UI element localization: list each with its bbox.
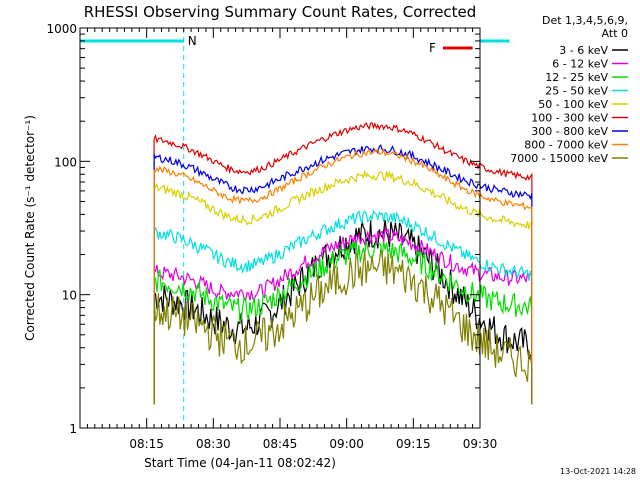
night-bar-label: N	[188, 34, 197, 48]
x-tick-label: 09:15	[396, 437, 431, 451]
legend-label: 3 - 6 keV	[559, 44, 608, 57]
x-tick-label: 08:45	[263, 437, 298, 451]
legend-label: 25 - 50 keV	[545, 85, 608, 98]
x-axis: 08:15 08:30 08:45 09:00 09:15 09:30	[86, 28, 498, 451]
x-tick-label: 09:30	[463, 437, 498, 451]
footer-timestamp: 13-Oct-2021 14:28	[560, 467, 636, 476]
legend-label: 50 - 100 keV	[538, 98, 608, 111]
y-tick-label: 1000	[46, 22, 77, 36]
x-tick-label: 08:30	[196, 437, 231, 451]
y-axis-label: Corrected Count Rate (s⁻¹ detector⁻¹)	[23, 115, 37, 341]
legend-label: 100 - 300 keV	[531, 112, 608, 125]
series-line	[153, 121, 533, 405]
series-line	[153, 240, 533, 405]
y-axis: 1 10 100 1000	[46, 22, 480, 436]
legend-header: Att 0	[602, 27, 628, 40]
y-tick-label: 1	[69, 422, 77, 436]
series-line	[153, 209, 533, 405]
legend-label: 6 - 12 keV	[552, 58, 608, 71]
legend-label: 300 - 800 keV	[531, 125, 608, 138]
legend-header: Det 1,3,4,5,6,9,	[542, 14, 628, 27]
series-line	[153, 169, 533, 405]
series-line	[153, 148, 533, 405]
legend-label: 12 - 25 keV	[545, 71, 608, 84]
series-line	[153, 226, 533, 405]
x-axis-label: Start Time (04-Jan-11 08:02:42)	[144, 456, 336, 470]
x-tick-label: 08:15	[129, 437, 164, 451]
series-line	[153, 248, 533, 405]
y-tick-label: 100	[54, 155, 77, 169]
series-line	[153, 144, 533, 405]
flare-label: F	[429, 41, 436, 55]
series-line	[153, 219, 533, 405]
y-tick-label: 10	[62, 289, 77, 303]
legend-label: 800 - 7000 keV	[524, 139, 608, 152]
chart-title: RHESSI Observing Summary Count Rates, Co…	[84, 3, 477, 21]
legend-label: 7000 - 15000 keV	[510, 152, 608, 165]
x-tick-label: 09:00	[329, 437, 364, 451]
